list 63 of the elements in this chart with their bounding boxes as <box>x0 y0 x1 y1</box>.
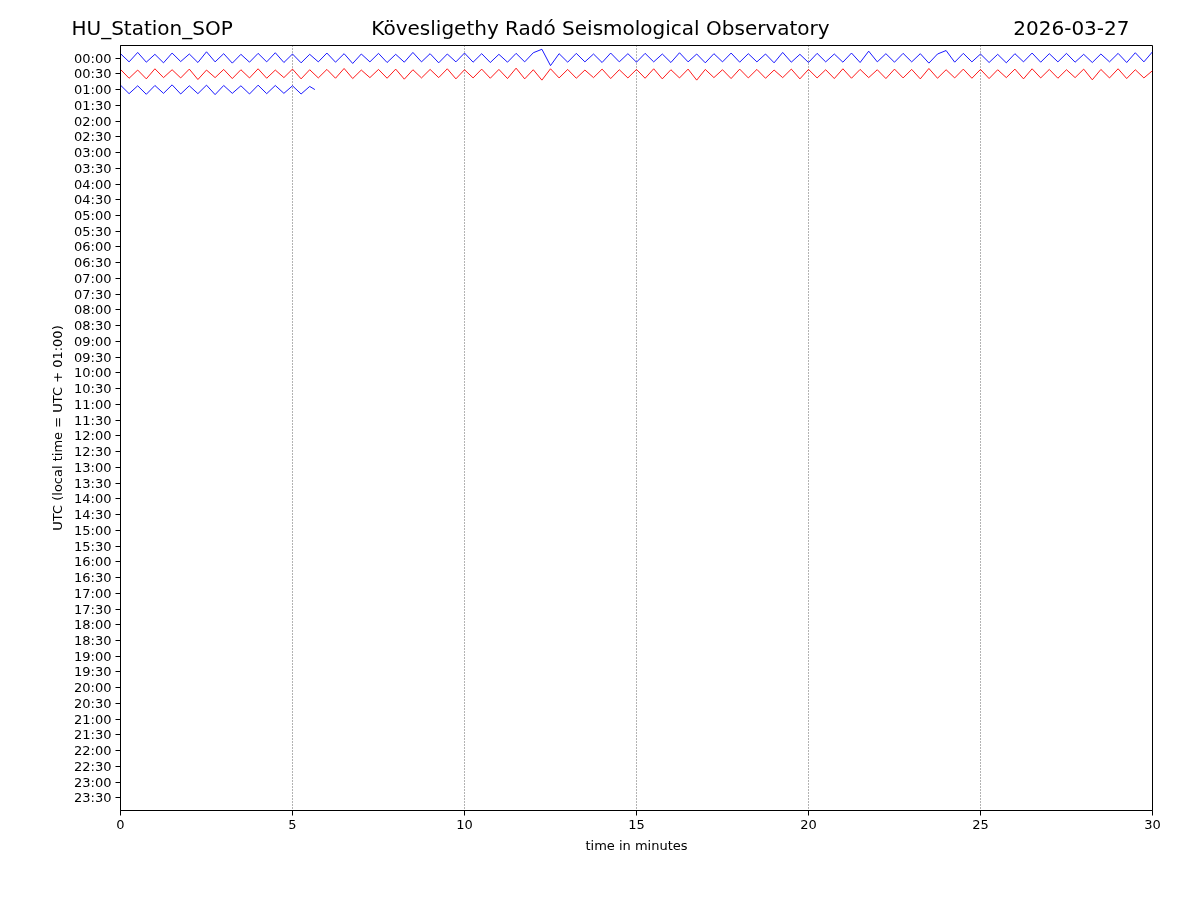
y-tick-label: 12:00 <box>74 428 112 444</box>
y-tick-label: 19:00 <box>74 648 112 664</box>
y-tick-label: 07:00 <box>74 270 112 286</box>
y-tick-label: 07:30 <box>74 286 112 302</box>
text: HU_Station_SOP <box>71 15 233 40</box>
y-tick-label: 05:00 <box>74 208 112 223</box>
line-series <box>120 67 1153 81</box>
y-tick-label: 01:30 <box>74 97 112 113</box>
x-tick-label: 0 <box>116 816 125 832</box>
y-tick-label: 14:30 <box>74 507 112 523</box>
text: 2026-03-27 <box>1013 15 1130 40</box>
y-tick-label: 09:30 <box>74 349 112 365</box>
x-tick-label: 10 <box>456 816 473 832</box>
y-axis-title: UTC (local time = UTC + 01:00) <box>50 325 66 531</box>
x-tick-label: 30 <box>1144 816 1161 832</box>
y-tick-label: 11:00 <box>74 396 112 412</box>
y-tick-label: 05:30 <box>74 223 112 239</box>
line-series <box>120 48 1153 67</box>
y-tick-label: 22:00 <box>74 743 112 759</box>
x-tick-label: 25 <box>972 816 989 832</box>
y-tick-label: 13:00 <box>74 459 112 475</box>
y-tick-label: 14:00 <box>74 491 112 507</box>
chart-title: Kövesligethy Radó Seismological Observatory <box>371 15 830 40</box>
y-tick-label: 03:00 <box>74 145 112 161</box>
y-tick-label: 21:00 <box>74 711 112 727</box>
y-tick-label: 15:00 <box>74 522 112 538</box>
y-tick-label: 02:00 <box>74 113 112 129</box>
y-tick-label: 20:30 <box>74 695 112 711</box>
y-tick-label: 19:30 <box>74 664 112 680</box>
y-tick-label: 06:00 <box>74 239 112 255</box>
x-axis-title: time in minutes <box>585 837 688 853</box>
y-tick-label: 23:30 <box>74 790 112 806</box>
y-tick-label: 01:00 <box>74 82 112 98</box>
y-tick-label: 13:30 <box>74 475 112 491</box>
y-tick-label: 02:30 <box>74 129 112 145</box>
y-tick-label: 06:30 <box>74 255 112 271</box>
y-tick-label: 10:30 <box>74 381 112 397</box>
y-tick-label: 00:30 <box>74 66 112 82</box>
line-series <box>120 84 316 96</box>
y-tick-label: 08:30 <box>74 318 112 334</box>
y-tick-label: 16:00 <box>74 554 112 570</box>
y-tick-label: 12:30 <box>74 444 112 460</box>
y-tick-label: 04:30 <box>74 192 112 208</box>
y-tick-label: 03:30 <box>74 160 112 176</box>
y-tick-label: 18:00 <box>74 617 112 633</box>
y-tick-label: 22:30 <box>74 758 112 774</box>
y-tick-label: 16:30 <box>74 570 112 586</box>
x-tick-label: 5 <box>288 816 297 832</box>
y-tick-label: 11:30 <box>74 412 112 428</box>
y-tick-label: 20:00 <box>74 680 112 696</box>
y-tick-label: 18:30 <box>74 633 112 648</box>
y-tick-label: 00:00 <box>74 50 112 66</box>
y-tick-label: 10:00 <box>74 365 112 381</box>
y-tick-label: 17:30 <box>74 601 112 617</box>
y-tick-label: 21:30 <box>74 727 112 743</box>
y-tick-label: 15:30 <box>74 538 112 554</box>
x-tick-label: 15 <box>628 816 645 832</box>
y-tick-label: 17:00 <box>74 585 112 601</box>
y-tick-label: 23:00 <box>74 774 112 790</box>
y-tick-label: 04:00 <box>74 176 112 192</box>
x-tick-label: 20 <box>800 816 817 832</box>
y-tick-label: 09:00 <box>74 333 112 349</box>
y-tick-label: 08:00 <box>74 302 112 318</box>
